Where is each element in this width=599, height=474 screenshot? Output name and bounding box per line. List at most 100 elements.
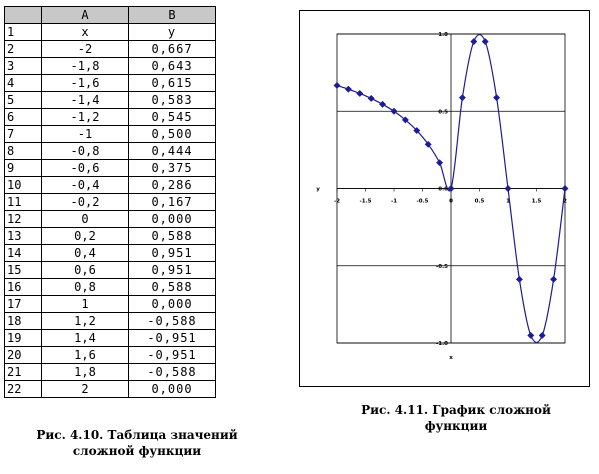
row-number[interactable]: 7 (4, 125, 42, 143)
cell-x-value[interactable]: -1 (41, 125, 129, 143)
x-tick-label: 0 (449, 199, 453, 205)
cell-y-value[interactable]: -0,588 (128, 312, 216, 330)
cell-x-header[interactable]: x (41, 23, 129, 41)
y-tick-label: 0.5 (438, 109, 448, 115)
cell-y-value[interactable]: 0,951 (128, 261, 216, 279)
cell-x-value[interactable]: 1,8 (41, 363, 129, 381)
cell-x-value[interactable]: -2 (41, 40, 129, 58)
cell-x-value[interactable]: -0,8 (41, 142, 129, 160)
data-point (413, 127, 421, 135)
column-header-a[interactable]: A (41, 6, 129, 24)
row-number[interactable]: 8 (4, 142, 42, 160)
cell-y-value[interactable]: 0,951 (128, 244, 216, 262)
table-row: 4 -1,6 0,615 (4, 74, 216, 92)
cell-y-value[interactable]: 0,444 (128, 142, 216, 160)
cell-x-value[interactable]: -0,2 (41, 193, 129, 211)
table-row: 17 1 0,000 (4, 295, 216, 313)
row-number[interactable]: 15 (4, 261, 42, 279)
data-point (356, 89, 364, 98)
row-number[interactable]: 21 (4, 363, 42, 381)
table-row: 5 -1,4 0,583 (4, 91, 216, 109)
y-tick-label: -0.5 (436, 264, 448, 270)
data-point (390, 107, 398, 115)
row-number[interactable]: 5 (4, 91, 42, 109)
data-table: A B 1 x y 2 -2 0,667 3 -1,8 0,643 4 -1,6 0,615 5-… (4, 6, 216, 398)
y-tick-label: -1.0 (436, 341, 448, 347)
chart-area: -2 -1.5 -1 -0.5 0 0.5 1 1.5 2 1.0 0.5 0.0 -0.5 -1.0 x y (299, 10, 590, 387)
x-tick-label: -0.5 (416, 199, 428, 205)
cell-x-value[interactable]: 0 (41, 210, 129, 228)
row-number[interactable]: 19 (4, 329, 42, 347)
row-number[interactable]: 16 (4, 278, 42, 296)
cell-y-value[interactable]: 0,615 (128, 74, 216, 92)
row-number[interactable]: 10 (4, 176, 42, 194)
cell-y-header[interactable]: y (128, 23, 216, 41)
cell-y-value[interactable]: 0,667 (128, 40, 216, 58)
cell-x-value[interactable]: 1 (41, 295, 129, 313)
row-number[interactable]: 6 (4, 108, 42, 126)
cell-x-value[interactable]: 0,2 (41, 227, 129, 245)
cell-y-value[interactable]: 0,643 (128, 57, 216, 75)
data-point (470, 38, 478, 46)
cell-y-value[interactable]: 0,588 (128, 278, 216, 296)
y-tick-label: 0.0 (438, 187, 448, 193)
data-point (367, 94, 375, 102)
table-row: 19 1,4 -0,951 (4, 329, 216, 347)
data-point (333, 81, 341, 90)
data-point (424, 140, 432, 148)
row-number[interactable]: 2 (4, 40, 42, 58)
cell-x-value[interactable]: 0,4 (41, 244, 129, 262)
cell-y-value[interactable]: 0,375 (128, 159, 216, 177)
x-tick-label: 2 (563, 199, 567, 205)
cell-y-value[interactable]: 0,167 (128, 193, 216, 211)
cell-x-value[interactable]: -1,2 (41, 108, 129, 126)
cell-x-value[interactable]: -1,6 (41, 74, 129, 92)
cell-y-value[interactable]: 0,000 (128, 295, 216, 313)
cell-y-value[interactable]: -0,951 (128, 346, 216, 364)
row-number[interactable]: 13 (4, 227, 42, 245)
cell-y-value[interactable]: 0,588 (128, 227, 216, 245)
cell-y-value[interactable]: 0,583 (128, 91, 216, 109)
data-point (550, 275, 558, 283)
cell-x-value[interactable]: -1,8 (41, 57, 129, 75)
cell-y-value[interactable]: 0,545 (128, 108, 216, 126)
row-number[interactable]: 20 (4, 346, 42, 364)
cell-y-value[interactable]: -0,951 (128, 329, 216, 347)
table-row: 8 -0,8 0,444 (4, 142, 216, 160)
row-number[interactable]: 17 (4, 295, 42, 313)
cell-y-value[interactable]: 0,000 (128, 210, 216, 228)
cell-x-value[interactable]: 1,4 (41, 329, 129, 347)
row-number[interactable]: 1 (4, 23, 42, 41)
data-point (458, 94, 466, 102)
cell-y-value[interactable]: 0,286 (128, 176, 216, 194)
cell-x-value[interactable]: 0,8 (41, 278, 129, 296)
cell-y-value[interactable]: -0,588 (128, 363, 216, 381)
row-number[interactable]: 11 (4, 193, 42, 211)
cell-x-value[interactable]: 1,2 (41, 312, 129, 330)
cell-y-value[interactable]: 0,000 (128, 380, 216, 398)
data-point (447, 184, 455, 193)
table-row: 13 0,2 0,588 (4, 227, 216, 245)
x-axis-label: x (449, 355, 453, 361)
cell-x-value[interactable]: -0,6 (41, 159, 129, 177)
cell-x-value[interactable]: 1,6 (41, 346, 129, 364)
cell-x-value[interactable]: 2 (41, 380, 129, 398)
row-number[interactable]: 3 (4, 57, 42, 75)
y-axis-label: y (316, 187, 320, 193)
table-row: 3 -1,8 0,643 (4, 57, 216, 75)
table-row: 18 1,2 -0,588 (4, 312, 216, 330)
table-row: 1 x y (4, 23, 216, 41)
y-tick-label: 1.0 (438, 32, 448, 38)
cell-x-value[interactable]: -1,4 (41, 91, 129, 109)
row-number[interactable]: 22 (4, 380, 42, 398)
row-number[interactable]: 4 (4, 74, 42, 92)
row-number[interactable]: 12 (4, 210, 42, 228)
corner-cell[interactable] (4, 6, 42, 24)
row-number[interactable]: 18 (4, 312, 42, 330)
cell-x-value[interactable]: -0,4 (41, 176, 129, 194)
row-number[interactable]: 9 (4, 159, 42, 177)
column-header-b[interactable]: B (128, 6, 216, 24)
row-number[interactable]: 14 (4, 244, 42, 262)
cell-y-value[interactable]: 0,500 (128, 125, 216, 143)
cell-x-value[interactable]: 0,6 (41, 261, 129, 279)
